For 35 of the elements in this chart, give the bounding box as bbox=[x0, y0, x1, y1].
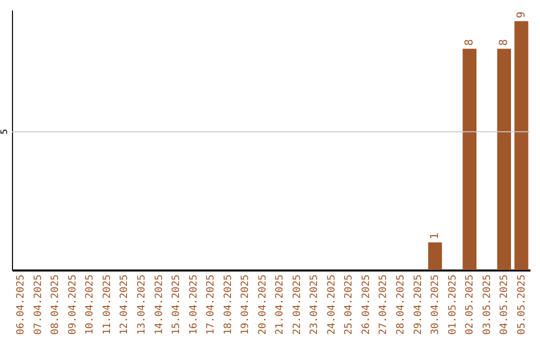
x-tick-label: 17.04.2025 bbox=[206, 274, 217, 335]
x-tick-label: 07.04.2025 bbox=[32, 274, 44, 335]
x-tick-label: 29.04.2025 bbox=[412, 274, 424, 335]
x-tick-label: 06.04.2025 bbox=[16, 274, 27, 335]
data-label: 8 bbox=[497, 39, 510, 46]
x-tick-label: 20.04.2025 bbox=[257, 274, 268, 335]
x-tick-label: 13.04.2025 bbox=[136, 274, 148, 335]
x-tick-label: 10.04.2025 bbox=[84, 274, 96, 335]
x-tick-label: 26.04.2025 bbox=[360, 274, 372, 335]
x-tick-label: 16.04.2025 bbox=[188, 274, 200, 335]
x-tick-label: 04.05.2025 bbox=[499, 274, 510, 335]
x-tick-label: 18.04.2025 bbox=[222, 274, 234, 335]
x-tick-label: 24.04.2025 bbox=[326, 274, 338, 335]
data-label: 1 bbox=[428, 232, 442, 240]
x-tick-label: 30.04.2025 bbox=[430, 274, 442, 335]
x-tick-label: 19.04.2025 bbox=[240, 274, 252, 335]
ref-line-label: 5 bbox=[0, 128, 10, 134]
x-tick-label: 05.05.2025 bbox=[516, 274, 528, 335]
x-tick-label: 15.04.2025 bbox=[171, 274, 182, 335]
x-tick-label: 22.04.2025 bbox=[292, 274, 303, 335]
x-tick-label: 09.04.2025 bbox=[67, 274, 78, 335]
x-tick-label: 28.04.2025 bbox=[396, 274, 406, 335]
x-tick-label: 11.04.2025 bbox=[102, 274, 113, 335]
x-tick-label: 12.04.2025 bbox=[119, 274, 130, 335]
x-tick-label: 01.05.2025 bbox=[447, 274, 458, 335]
x-tick-label: 25.04.2025 bbox=[344, 274, 355, 335]
x-tick-label: 27.04.2025 bbox=[378, 274, 390, 335]
data-label: 9 bbox=[514, 11, 528, 18]
data-label: 8 bbox=[462, 39, 476, 46]
x-tick-label: 08.04.2025 bbox=[50, 274, 62, 335]
x-tick-label: 21.04.2025 bbox=[274, 274, 286, 335]
x-tick-label: 03.05.2025 bbox=[482, 274, 493, 335]
x-tick-label: 14.04.2025 bbox=[154, 274, 165, 335]
x-tick-label: 23.04.2025 bbox=[309, 274, 320, 335]
x-tick-label: 02.05.2025 bbox=[464, 274, 476, 335]
